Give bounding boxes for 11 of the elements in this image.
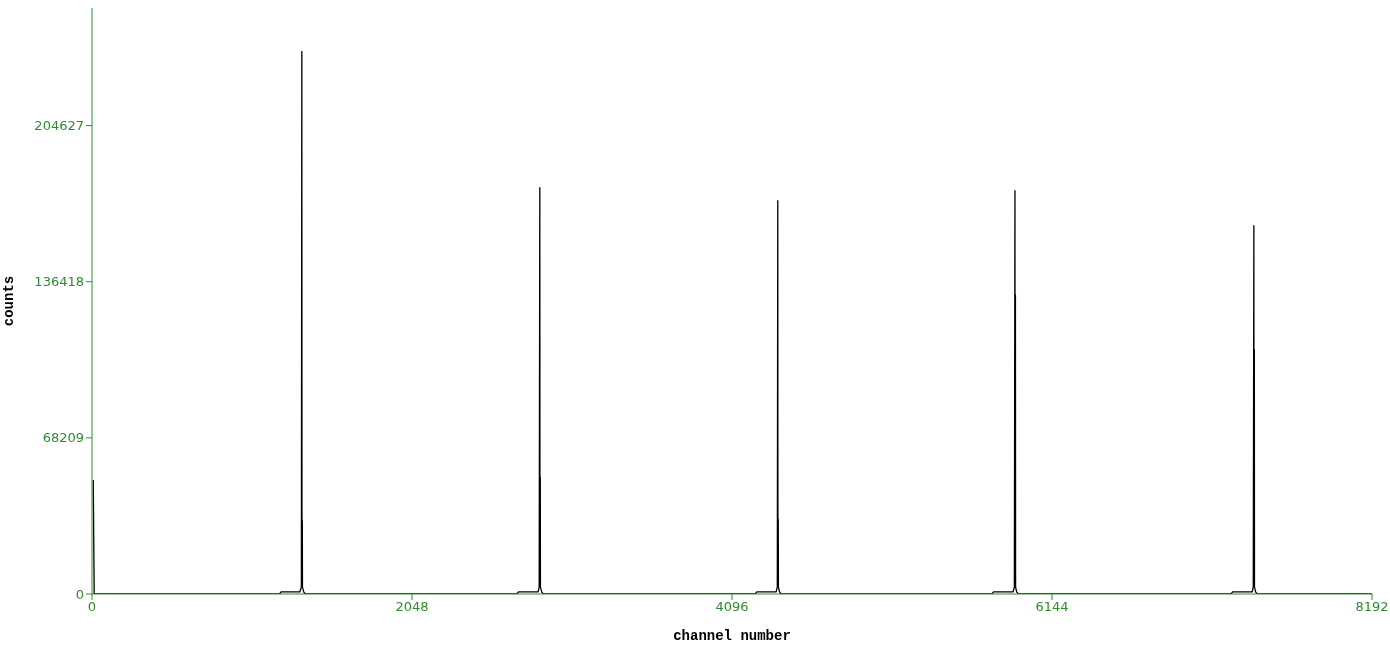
x-tick-label: 2048 [395, 599, 429, 615]
y-tick-label: 136418 [34, 274, 84, 290]
y-tick-label: 204627 [34, 118, 84, 134]
x-axis-title: channel number [673, 628, 791, 644]
x-tick-label: 4096 [715, 599, 749, 615]
y-tick-label: 0 [75, 586, 84, 602]
y-axis-title: counts [0, 275, 17, 327]
y-tick-label: 68209 [42, 430, 84, 446]
x-tick-label: 0 [87, 599, 97, 615]
x-tick-label: 8192 [1355, 599, 1389, 615]
x-tick-label: 6144 [1035, 599, 1069, 615]
